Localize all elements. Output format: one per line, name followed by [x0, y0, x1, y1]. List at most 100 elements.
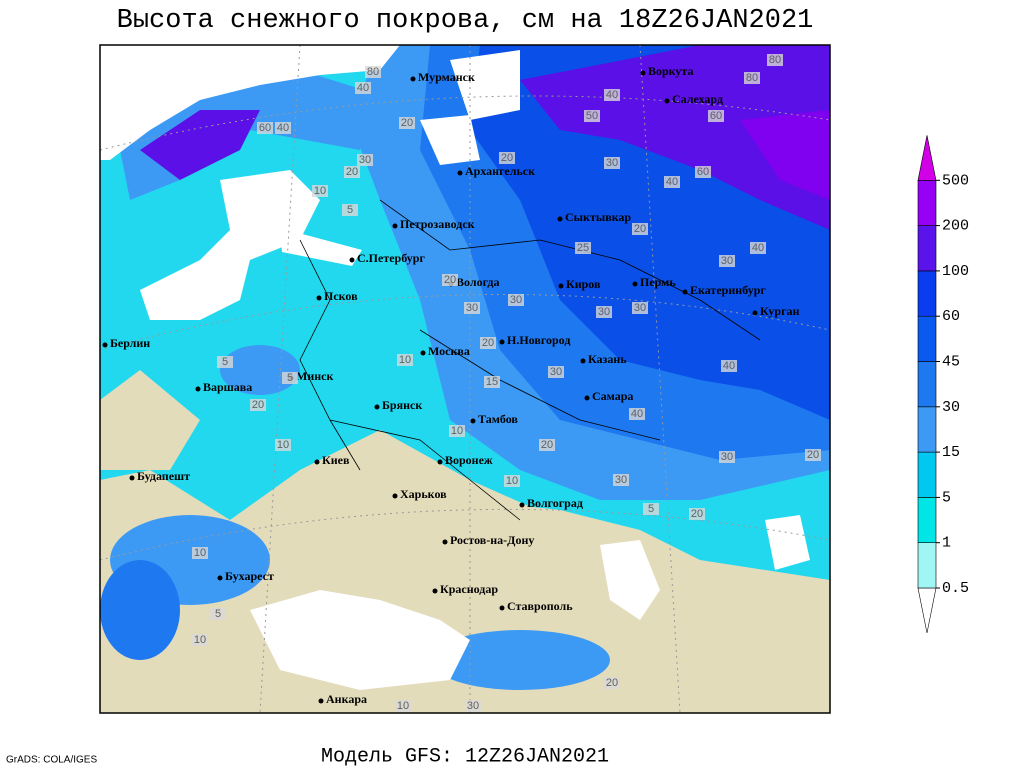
city-label: Архангельск: [465, 164, 535, 178]
contour-label: 5: [648, 503, 654, 515]
city-label: Екатеринбург: [690, 283, 766, 297]
map-frame: [99, 44, 831, 714]
city-dot: [752, 310, 758, 316]
legend-label: 60: [942, 308, 960, 325]
contour-label: 20: [501, 152, 513, 164]
contour-label-box: [584, 110, 600, 122]
contour-label: 10: [451, 425, 463, 437]
contour-label-box: [719, 255, 735, 267]
contour-label-box: [539, 439, 555, 451]
contour-label: 20: [807, 449, 819, 461]
city-label: Минск: [296, 369, 333, 383]
contour-label: 20: [541, 439, 553, 451]
city-label: Варшава: [203, 380, 252, 394]
contour-label-box: [664, 176, 680, 188]
contour-label-box: [548, 366, 564, 378]
contour-label: 40: [606, 89, 618, 101]
legend-swatch: [917, 361, 937, 408]
contour-label: 40: [357, 82, 369, 94]
contour-label-box: [192, 634, 208, 646]
city-dot: [392, 493, 398, 499]
contour-label: 20: [444, 274, 456, 286]
city-dot: [129, 475, 135, 481]
contour-label-box: [217, 356, 233, 368]
contour-label: 30: [606, 157, 618, 169]
legend-label: 500: [942, 172, 969, 189]
city-dot: [682, 289, 688, 295]
contour-label: 20: [401, 117, 413, 129]
contour-label: 10: [194, 547, 206, 559]
contour-label: 30: [550, 366, 562, 378]
city-dot: [420, 350, 426, 356]
legend-swatch: [917, 270, 937, 317]
city-label: Салехард: [672, 92, 723, 106]
legend-label: 200: [942, 218, 969, 235]
legend-swatch: [917, 497, 937, 543]
contour-label-box: [805, 449, 821, 461]
contour-label: 50: [586, 110, 598, 122]
contour-label: 5: [287, 372, 293, 384]
city-label: Ростов-на-Дону: [450, 533, 534, 547]
contour-label-box: [632, 302, 648, 314]
contour-label-box: [312, 185, 328, 197]
contour-label-box: [721, 360, 737, 372]
contour-label-box: [464, 302, 480, 314]
city-label: Сыктывкар: [565, 210, 631, 224]
contour-label: 20: [252, 399, 264, 411]
contour-label-box: [504, 475, 520, 487]
model-caption: Модель GFS: 12Z26JAN2021: [321, 745, 609, 768]
contour-label-box: [604, 677, 620, 689]
contour-label: 30: [615, 474, 627, 486]
contour-label: 30: [634, 302, 646, 314]
contour-label: 60: [259, 122, 271, 134]
contour-label: 80: [769, 54, 781, 66]
contour-label-box: [250, 399, 266, 411]
city-label: Псков: [324, 289, 358, 303]
contour-label: 40: [666, 176, 678, 188]
city-dot: [195, 386, 201, 392]
contour-label-box: [643, 503, 659, 515]
legend-swatch: [917, 225, 937, 272]
city-dot: [519, 502, 525, 508]
city-label: Киев: [322, 453, 350, 467]
contour-label: 60: [710, 110, 722, 122]
contour-label-box: [499, 152, 515, 164]
contour-label-box: [613, 474, 629, 486]
contour-label-box: [275, 439, 291, 451]
city-label: Краснодар: [440, 582, 498, 596]
legend-swatch: [917, 180, 937, 226]
contour-label: 80: [746, 72, 758, 84]
contour-label: 30: [721, 255, 733, 267]
contour-label-box: [750, 242, 766, 254]
contour-label: 15: [486, 376, 498, 388]
contour-label: 10: [506, 475, 518, 487]
contour-label: 10: [314, 185, 326, 197]
city-label: Киров: [566, 277, 601, 291]
city-dot: [314, 459, 320, 465]
city-dot: [457, 170, 463, 176]
city-dot: [410, 76, 416, 82]
city-label: Н.Новгород: [507, 333, 570, 347]
contour-label: 20: [482, 337, 494, 349]
city-label: Анкара: [326, 692, 367, 706]
contour-label: 10: [194, 634, 206, 646]
city-dot: [499, 605, 505, 611]
contour-label: 30: [466, 302, 478, 314]
contour-label: 30: [721, 451, 733, 463]
city-dot: [640, 70, 646, 76]
contour-label: 20: [634, 223, 646, 235]
city-labels: Мурманск Воркута Салехард Архангельск Сыктыв…: [102, 64, 800, 706]
contour-label-box: [604, 89, 620, 101]
legend-swatch: [917, 406, 937, 453]
contour-label-box: [399, 117, 415, 129]
legend-label: 100: [942, 263, 969, 280]
contour-label: 40: [723, 360, 735, 372]
contour-label: 10: [399, 354, 411, 366]
city-label: Берлин: [110, 336, 150, 350]
contour-label-box: [365, 66, 381, 78]
legend-swatch: [917, 451, 937, 498]
contour-label: 40: [631, 408, 643, 420]
legend-label: 30: [942, 399, 960, 416]
contour-label: 25: [577, 242, 589, 254]
